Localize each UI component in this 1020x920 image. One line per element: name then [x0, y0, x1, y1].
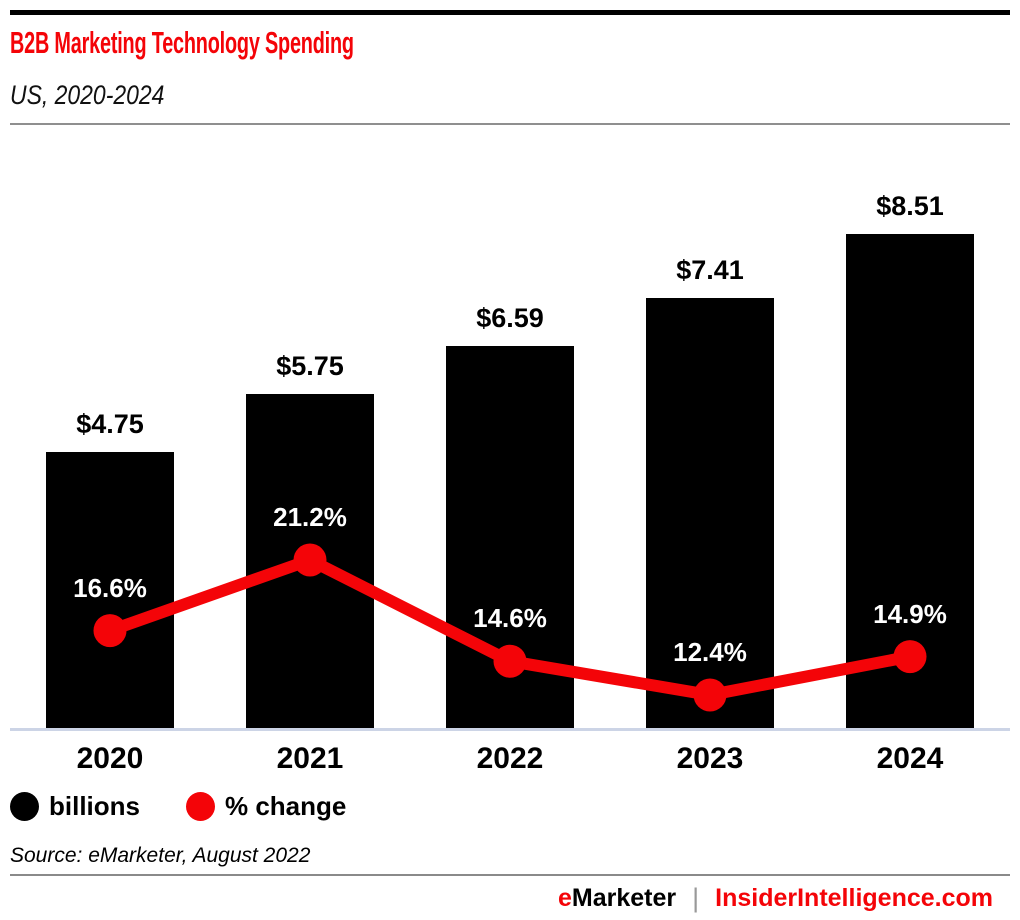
top-accent-bar — [10, 10, 1010, 15]
page-subtitle: US, 2020-2024 — [10, 80, 165, 110]
x-axis-label-2020: 2020 — [76, 742, 144, 775]
footer-brand-first-letter: e — [557, 884, 572, 912]
pct-label-2021: 21.2% — [273, 502, 347, 532]
line-point-2024 — [893, 640, 927, 674]
chart-plot: $4.75 $5.75 $6.59 $7.41 $8.51 16.6% 21.2% 14.6%… — [10, 170, 1010, 728]
legend-label-change: % change — [225, 791, 347, 821]
legend-label-billions: billions — [49, 791, 140, 821]
bar-2020 — [46, 452, 174, 728]
header-divider — [10, 123, 1010, 125]
bar-value-label-2022: $6.59 — [476, 302, 544, 333]
legend: billions % change — [10, 791, 346, 822]
page-title: B2B Marketing Technology Spending — [10, 25, 354, 60]
source-note: Source: eMarketer, August 2022 — [10, 844, 311, 867]
pct-change-line — [93, 543, 927, 712]
legend-marker-billions-icon — [10, 792, 39, 821]
pct-label-2024: 14.9% — [873, 598, 947, 629]
x-axis-label-2021: 2021 — [276, 742, 344, 775]
x-axis-label-2022: 2022 — [476, 742, 544, 775]
x-axis-label-2023: 2023 — [676, 742, 744, 775]
footer-brand-rest: Marketer — [571, 884, 677, 912]
bar-2023 — [646, 297, 774, 728]
line-point-2023 — [693, 678, 727, 712]
bar-value-label-2021: $5.75 — [276, 351, 344, 382]
bar-value-label-2020: $4.75 — [76, 409, 144, 440]
footer-site-link[interactable]: InsiderIntelligence.com — [715, 884, 993, 912]
footer-divider — [10, 874, 1010, 876]
footer-emarketer-brand: eMarketer — [558, 884, 676, 913]
x-axis-baseline — [10, 728, 1010, 731]
pct-label-2020: 16.6% — [73, 572, 147, 603]
bar-value-label-2024: $8.51 — [876, 191, 944, 221]
legend-item-billions: billions — [10, 791, 140, 822]
footer-brandline: eMarketer | InsiderIntelligence.com — [558, 883, 993, 914]
footer-separator: | — [692, 883, 700, 913]
legend-item-change: % change — [186, 791, 346, 822]
bar-value-label-2023: $7.41 — [676, 254, 744, 285]
legend-marker-change-icon — [186, 792, 215, 821]
x-axis-labels: 2020 2021 2022 2023 2024 — [10, 742, 1010, 775]
pct-label-2022: 14.6% — [473, 603, 547, 634]
line-point-2020 — [93, 614, 127, 648]
line-point-2021 — [293, 543, 327, 577]
x-axis-label-2024: 2024 — [876, 742, 944, 775]
pct-label-2023: 12.4% — [673, 637, 747, 667]
line-point-2022 — [493, 644, 527, 678]
